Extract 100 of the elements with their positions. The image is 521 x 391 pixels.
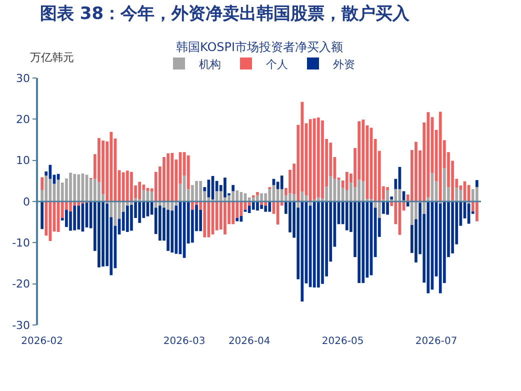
bar <box>77 174 80 202</box>
bar <box>89 178 92 202</box>
x-tick-label: 2026-05 <box>322 336 364 347</box>
bar <box>321 120 324 199</box>
bar <box>329 176 332 202</box>
bar <box>69 172 72 202</box>
bar <box>476 202 478 222</box>
bar <box>232 191 235 202</box>
bar <box>224 202 226 234</box>
bar <box>232 185 235 192</box>
bar <box>158 206 162 241</box>
bar <box>394 189 398 202</box>
y-tick-label: -20 <box>12 278 30 291</box>
bar <box>358 180 360 202</box>
bar <box>476 180 478 188</box>
bar <box>410 202 414 225</box>
x-tick-label: 2026-02 <box>21 336 63 347</box>
bar <box>224 178 226 198</box>
bar <box>65 210 68 228</box>
bar <box>345 172 348 190</box>
bar <box>73 206 76 230</box>
bar <box>378 202 381 218</box>
bar <box>256 192 259 196</box>
bar <box>321 202 324 284</box>
bar <box>69 202 72 212</box>
bar <box>345 202 348 230</box>
bar <box>317 202 320 288</box>
bar <box>471 189 474 202</box>
bar <box>122 172 125 202</box>
bar <box>390 196 394 200</box>
bar <box>215 191 218 202</box>
bar <box>386 190 389 202</box>
bar <box>362 181 365 202</box>
bar <box>215 202 218 230</box>
bar <box>402 191 406 200</box>
bar <box>317 118 320 198</box>
bar <box>386 202 389 215</box>
legend-label: 机构 <box>199 58 221 71</box>
bar <box>102 202 104 267</box>
bar <box>426 112 430 198</box>
bar <box>232 202 235 224</box>
bar <box>426 202 430 294</box>
bar <box>438 204 442 294</box>
bar <box>60 182 64 202</box>
bar <box>98 182 100 202</box>
bar <box>248 206 251 214</box>
bar <box>382 202 385 214</box>
bar <box>199 180 202 202</box>
bar <box>422 202 426 214</box>
bar <box>236 190 239 202</box>
x-tick-label: 2026-03 <box>163 336 206 347</box>
x-tick-label: 2026-07 <box>415 336 458 347</box>
bar <box>438 112 442 202</box>
bar <box>130 172 133 202</box>
bar <box>358 202 360 284</box>
y-tick-label: 20 <box>16 113 30 126</box>
bar <box>40 177 44 190</box>
bar <box>455 188 458 202</box>
chart-subtitle: 韩国KOSPI市场投资者净买入额 <box>176 40 344 54</box>
bar <box>414 142 418 202</box>
bar <box>268 202 272 212</box>
bar <box>98 202 100 268</box>
bar <box>443 168 446 202</box>
legend-label: 个人 <box>266 58 288 71</box>
bar <box>256 195 259 202</box>
bar <box>268 189 272 202</box>
bar <box>166 210 170 251</box>
bar <box>40 202 44 230</box>
bar <box>77 206 80 230</box>
bar <box>110 132 113 202</box>
bar <box>264 193 268 202</box>
bar <box>130 204 133 231</box>
bar <box>228 195 230 202</box>
y-tick-label: -10 <box>12 236 30 250</box>
bar <box>292 194 296 202</box>
chart-title: 图表 38：今年，外资净卖出韩国股票，散户买入 <box>40 4 411 24</box>
bar <box>93 178 96 202</box>
y-axis-title: 万亿韩元 <box>30 51 74 64</box>
bar <box>138 182 142 200</box>
bar <box>312 118 316 200</box>
y-tick-label: 10 <box>16 154 30 168</box>
bar <box>236 218 239 222</box>
bar <box>350 182 352 202</box>
bar <box>44 176 48 202</box>
bar <box>264 206 268 212</box>
bar <box>280 176 284 190</box>
bar <box>191 185 194 202</box>
y-tick-label: 0 <box>23 195 30 208</box>
x-tick-label: 2026-04 <box>228 336 270 347</box>
y-tick-label: -30 <box>12 318 30 332</box>
bar <box>451 202 454 254</box>
bar <box>362 202 365 284</box>
bar <box>203 202 206 238</box>
bar <box>312 202 316 288</box>
bar <box>126 206 129 232</box>
bar <box>260 193 263 202</box>
bar <box>186 155 190 190</box>
bar <box>195 180 198 202</box>
bar <box>138 202 142 223</box>
bar <box>170 152 174 202</box>
